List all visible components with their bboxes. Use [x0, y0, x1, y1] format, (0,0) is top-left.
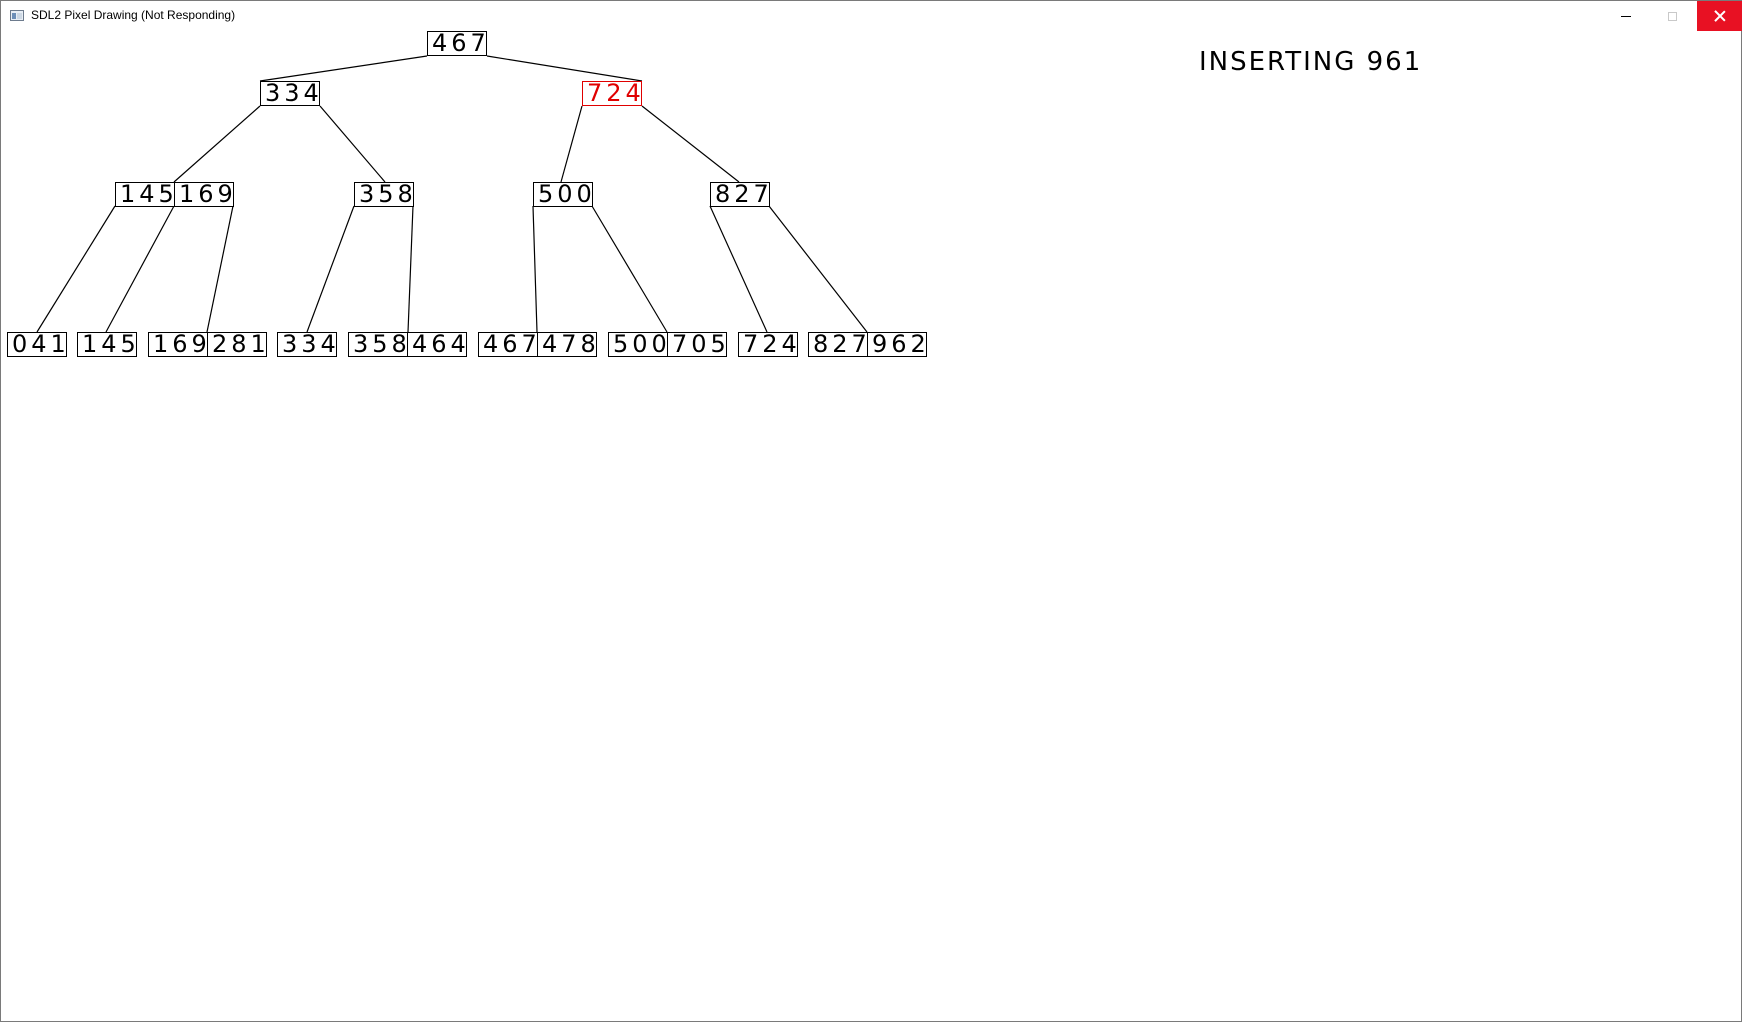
tree-edge — [173, 105, 261, 183]
tree-edge — [486, 55, 643, 82]
node-key: 041 — [7, 332, 67, 357]
node-key: 169 — [148, 332, 208, 357]
btree-highlighted-node: 724 — [582, 81, 642, 106]
tree-edge — [407, 205, 414, 333]
btree-leaf-node: 334 — [277, 332, 337, 357]
btree-root-node: 467 — [427, 31, 487, 56]
btree-leaf-node: 467 478 — [478, 332, 597, 357]
minimize-icon — [1621, 15, 1631, 17]
close-button[interactable] — [1697, 1, 1742, 31]
tree-edge — [206, 205, 234, 333]
btree-leaf-node: 358 464 — [348, 332, 467, 357]
tree-edge — [591, 205, 668, 333]
node-key: 467 — [427, 31, 487, 56]
node-key: 500 — [533, 182, 593, 207]
node-key: 145 — [77, 332, 137, 357]
node-key: 724 — [738, 332, 798, 357]
btree-leaf-node: 724 — [738, 332, 798, 357]
btree-internal-node: 358 — [354, 182, 414, 207]
btree-internal-node: 334 — [260, 81, 320, 106]
tree-edge — [641, 105, 740, 183]
window-title: SDL2 Pixel Drawing (Not Responding) — [31, 8, 236, 22]
btree-leaf-node: 041 — [7, 332, 67, 357]
btree-leaf-node: 827 962 — [808, 332, 927, 357]
btree-internal-node: 145 169 — [115, 182, 234, 207]
tree-edge — [560, 105, 583, 183]
node-key: 145 — [115, 182, 175, 207]
tree-edge — [105, 205, 175, 333]
tree-edge — [319, 105, 386, 183]
node-key: 962 — [867, 332, 927, 357]
maximize-icon — [1667, 11, 1677, 21]
node-key: 169 — [174, 182, 234, 207]
app-icon — [10, 10, 24, 21]
node-key: 334 — [277, 332, 337, 357]
tree-edge — [259, 55, 428, 82]
node-key: 464 — [407, 332, 467, 357]
node-key: 281 — [207, 332, 267, 357]
node-key: 705 — [667, 332, 727, 357]
title-bar[interactable]: SDL2 Pixel Drawing (Not Responding) — [1, 1, 1742, 31]
node-key: 827 — [808, 332, 868, 357]
tree-edge — [768, 205, 868, 333]
minimize-button[interactable] — [1603, 1, 1649, 31]
btree-internal-node: 500 — [533, 182, 593, 207]
node-key: 827 — [710, 182, 770, 207]
node-key: 358 — [348, 332, 408, 357]
node-key: 334 — [260, 81, 320, 106]
tree-edge — [36, 205, 116, 333]
node-key: 478 — [537, 332, 597, 357]
node-key: 500 — [608, 332, 668, 357]
btree-leaf-node: 169 281 — [148, 332, 267, 357]
tree-edge — [532, 205, 538, 333]
btree-leaf-node: 145 — [77, 332, 137, 357]
status-text: INSERTING 961 — [1199, 47, 1423, 77]
tree-edge — [306, 205, 355, 333]
node-key: 358 — [354, 182, 414, 207]
node-key-highlighted: 724 — [582, 81, 642, 106]
tree-edge — [709, 205, 768, 333]
maximize-button[interactable] — [1649, 1, 1695, 31]
btree-internal-node: 827 — [710, 182, 770, 207]
btree-leaf-node: 500 705 — [608, 332, 727, 357]
node-key: 467 — [478, 332, 538, 357]
